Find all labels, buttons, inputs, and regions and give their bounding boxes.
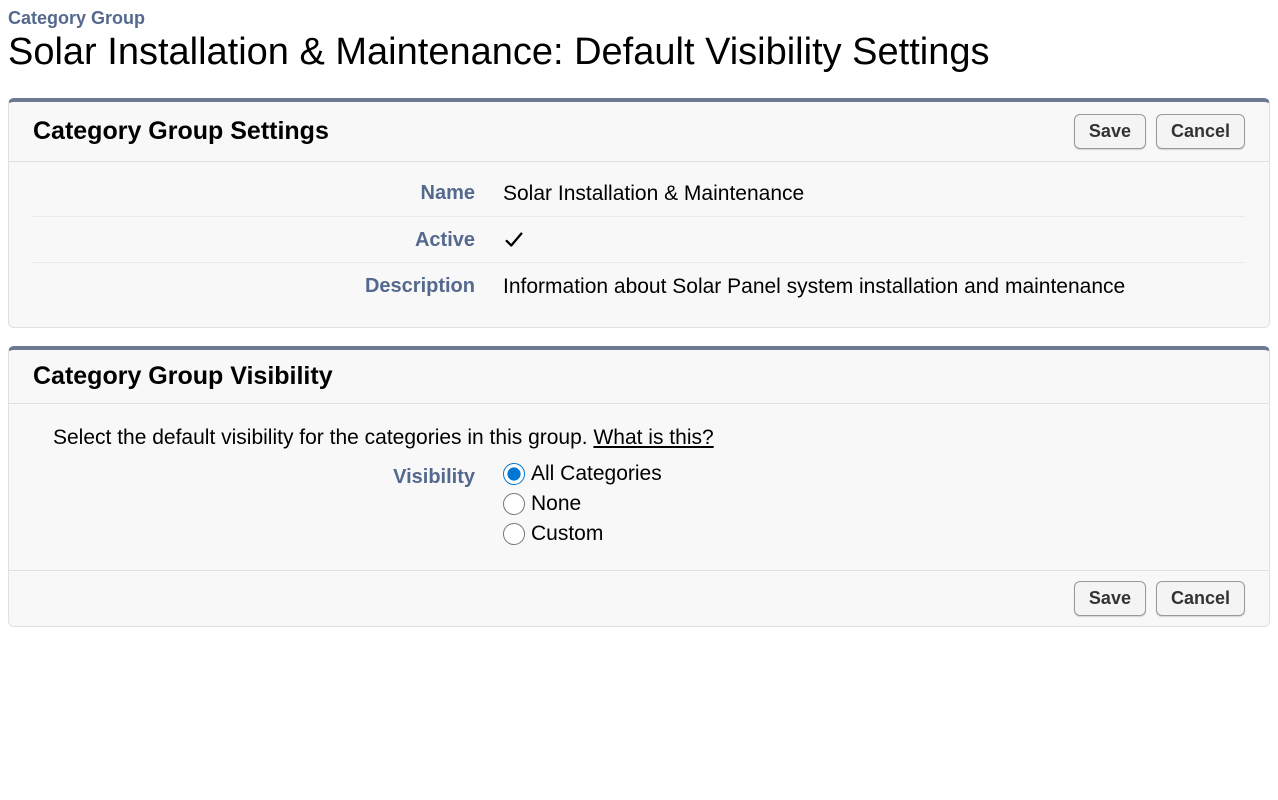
settings-panel-heading: Category Group Settings — [33, 117, 1074, 146]
settings-button-group: Save Cancel — [1074, 114, 1245, 149]
visibility-label-none[interactable]: None — [531, 492, 581, 516]
field-name-row: Name Solar Installation & Maintenance — [33, 170, 1245, 216]
visibility-radio-none[interactable] — [503, 493, 525, 515]
visibility-panel-heading: Category Group Visibility — [33, 362, 1245, 391]
save-button[interactable]: Save — [1074, 114, 1146, 149]
field-description-value: Information about Solar Panel system ins… — [503, 273, 1245, 299]
settings-panel-header: Category Group Settings Save Cancel — [9, 102, 1269, 162]
visibility-radio-group: All Categories None Custom — [503, 462, 662, 546]
visibility-instruction: Select the default visibility for the ca… — [9, 412, 1269, 462]
visibility-label-custom[interactable]: Custom — [531, 522, 603, 546]
field-active-label: Active — [33, 227, 503, 252]
settings-panel-body: Name Solar Installation & Maintenance Ac… — [9, 162, 1269, 327]
visibility-radio-custom[interactable] — [503, 523, 525, 545]
field-active-row: Active — [33, 216, 1245, 262]
cancel-button[interactable]: Cancel — [1156, 114, 1245, 149]
visibility-instruction-text: Select the default visibility for the ca… — [53, 426, 593, 449]
field-description-row: Description Information about Solar Pane… — [33, 262, 1245, 309]
category-group-visibility-panel: Category Group Visibility Select the def… — [8, 346, 1270, 627]
visibility-panel-header: Category Group Visibility — [9, 350, 1269, 404]
checkmark-icon — [503, 229, 1245, 251]
field-name-label: Name — [33, 180, 503, 205]
visibility-label-all[interactable]: All Categories — [531, 462, 662, 486]
category-group-settings-panel: Category Group Settings Save Cancel Name… — [8, 98, 1270, 328]
cancel-button[interactable]: Cancel — [1156, 581, 1245, 616]
visibility-option-all: All Categories — [503, 462, 662, 486]
breadcrumb: Category Group — [8, 8, 1270, 29]
what-is-this-link[interactable]: What is this? — [593, 426, 713, 449]
save-button[interactable]: Save — [1074, 581, 1146, 616]
visibility-panel-footer: Save Cancel — [9, 570, 1269, 626]
visibility-panel-body: Select the default visibility for the ca… — [9, 404, 1269, 570]
field-name-value: Solar Installation & Maintenance — [503, 180, 1245, 206]
visibility-radio-all[interactable] — [503, 463, 525, 485]
field-active-value — [503, 227, 1245, 251]
field-description-label: Description — [33, 273, 503, 298]
page-title: Solar Installation & Maintenance: Defaul… — [8, 31, 1270, 74]
visibility-option-custom: Custom — [503, 522, 662, 546]
visibility-field-row: Visibility All Categories None Custom — [9, 462, 1269, 570]
visibility-option-none: None — [503, 492, 662, 516]
visibility-field-label: Visibility — [33, 462, 503, 546]
